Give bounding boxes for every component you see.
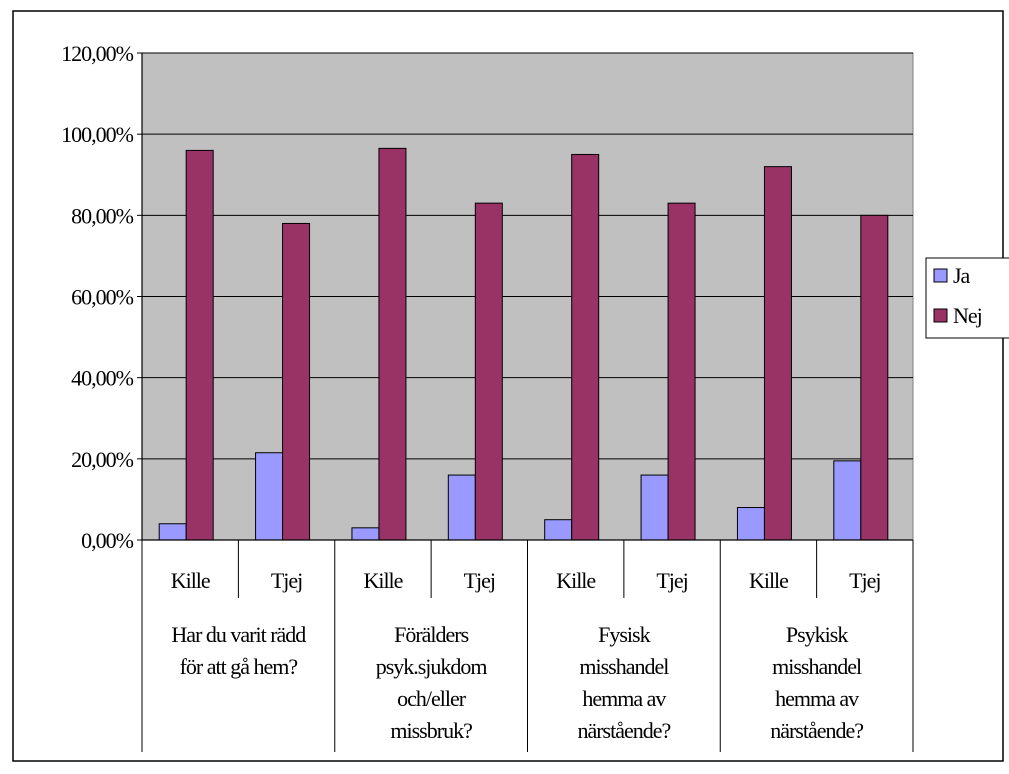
x-group-label: Psykisk bbox=[786, 622, 848, 647]
bar-ja-4 bbox=[544, 519, 573, 541]
x-category-label: Kille bbox=[171, 568, 210, 593]
bar-nej-4 bbox=[571, 153, 600, 541]
legend-swatch-ja bbox=[933, 268, 948, 283]
y-tick-label: 60,00% bbox=[71, 285, 134, 310]
bar-ja-5 bbox=[640, 474, 669, 541]
y-tick-label: 20,00% bbox=[71, 447, 134, 472]
bars bbox=[158, 147, 889, 541]
legend-label-ja: Ja bbox=[953, 263, 971, 288]
bar-ja-2 bbox=[351, 527, 380, 541]
x-category-label: Tjej bbox=[464, 568, 495, 593]
y-tick-label: 80,00% bbox=[71, 203, 134, 228]
x-group-label: Har du varit rädd bbox=[171, 622, 306, 647]
x-group-label: misshandel bbox=[772, 654, 862, 679]
x-category-label: Kille bbox=[363, 568, 402, 593]
x-category-label: Tjej bbox=[271, 568, 302, 593]
legend: Ja Nej bbox=[925, 257, 1009, 339]
y-axis-ticks: 0,00% 20,00% 40,00% 60,00% 80,00% 100,00% 120,… bbox=[61, 41, 143, 553]
x-group-label: närstående? bbox=[577, 718, 670, 743]
x-group-label: för att gå hem? bbox=[180, 654, 298, 679]
x-category-label: Tjej bbox=[849, 568, 880, 593]
legend-label-nej: Nej bbox=[953, 303, 982, 328]
x-category-label: Tjej bbox=[656, 568, 687, 593]
x-group-label: Förälders bbox=[394, 622, 469, 647]
bar-nej-1 bbox=[282, 222, 311, 541]
x-group-label: misshandel bbox=[579, 654, 669, 679]
bar-nej-2 bbox=[378, 147, 407, 541]
x-group-label: hemma av bbox=[582, 686, 666, 711]
bar-nej-6 bbox=[763, 166, 792, 541]
bar-nej-0 bbox=[185, 149, 214, 541]
x-axis: Kille Tjej Kille Tjej Kille Tjej Kille Tjej Har … bbox=[141, 539, 914, 752]
y-tick-label: 120,00% bbox=[61, 41, 134, 66]
bar-nej-5 bbox=[667, 202, 696, 541]
x-group-label: och/eller bbox=[397, 686, 467, 711]
legend-swatch-nej bbox=[933, 308, 948, 323]
y-tick-label: 0,00% bbox=[81, 528, 134, 553]
x-group-label: psyk.sjukdom bbox=[376, 654, 488, 679]
x-group-label: hemma av bbox=[775, 686, 859, 711]
bar-ja-3 bbox=[447, 474, 476, 541]
bar-ja-7 bbox=[833, 460, 862, 541]
x-category-label: Kille bbox=[749, 568, 788, 593]
bar-nej-3 bbox=[474, 202, 503, 541]
x-category-label: Kille bbox=[556, 568, 595, 593]
bar-nej-7 bbox=[860, 214, 889, 541]
x-group-label: Fysisk bbox=[598, 622, 650, 647]
bar-ja-1 bbox=[255, 452, 284, 541]
x-group-label: missbruk? bbox=[390, 718, 472, 743]
y-tick-label: 100,00% bbox=[61, 122, 134, 147]
y-tick-label: 40,00% bbox=[71, 366, 134, 391]
bar-ja-0 bbox=[158, 523, 187, 541]
x-group-label: närstående? bbox=[770, 718, 863, 743]
bar-ja-6 bbox=[736, 507, 765, 541]
